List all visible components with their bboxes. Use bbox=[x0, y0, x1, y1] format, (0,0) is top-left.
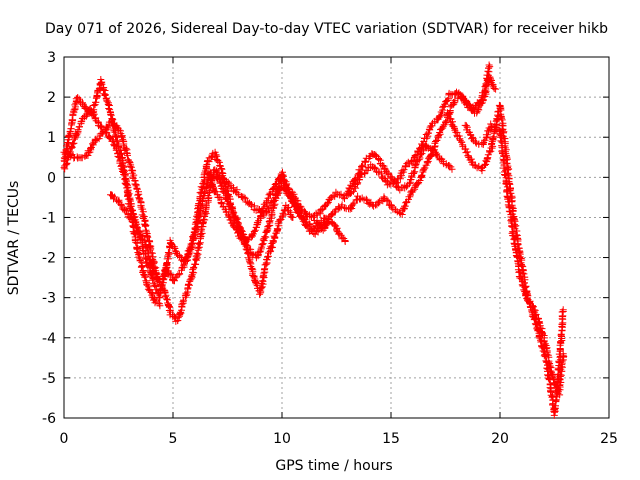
x-tick-label: 20 bbox=[491, 431, 509, 447]
plus-markers bbox=[107, 172, 303, 325]
y-tick-label: -1 bbox=[42, 210, 56, 226]
plus-markers bbox=[204, 169, 297, 298]
y-tick-label: -3 bbox=[42, 291, 56, 307]
y-tick-label: -6 bbox=[42, 411, 56, 427]
x-tick-label: 10 bbox=[273, 431, 291, 447]
y-tick-label: -4 bbox=[42, 331, 56, 347]
y-tick-label: 1 bbox=[47, 130, 56, 146]
x-tick-label: 0 bbox=[60, 431, 69, 447]
x-tick-labels: 0 5 10 15 20 25 bbox=[60, 431, 618, 447]
x-tick-label: 15 bbox=[382, 431, 400, 447]
y-axis-label: SDTVAR / TECUs bbox=[6, 181, 22, 296]
y-tick-label: -5 bbox=[42, 371, 56, 387]
y-tick-label: 0 bbox=[47, 170, 56, 186]
series-track bbox=[343, 141, 456, 197]
plus-markers bbox=[60, 116, 162, 286]
series-track bbox=[461, 120, 568, 399]
plus-markers bbox=[60, 105, 164, 302]
plus-markers bbox=[311, 73, 500, 234]
x-tick-label: 25 bbox=[600, 431, 618, 447]
series-track bbox=[311, 73, 500, 234]
y-tick-labels: -6 -5 -4 -3 -2 -1 0 1 2 3 bbox=[42, 50, 56, 427]
data-markers bbox=[60, 61, 568, 419]
series-track bbox=[289, 61, 494, 221]
x-axis-label: GPS time / hours bbox=[275, 458, 392, 474]
y-tick-label: -2 bbox=[42, 251, 56, 267]
axis-ticks bbox=[63, 56, 610, 419]
chart-title: Day 071 of 2026, Sidereal Day-to-day VTE… bbox=[45, 21, 608, 37]
y-tick-label: 2 bbox=[47, 90, 56, 106]
plot-frame bbox=[63, 56, 610, 419]
x-tick-label: 5 bbox=[169, 431, 178, 447]
plus-markers bbox=[343, 141, 456, 197]
series-track bbox=[60, 105, 164, 302]
series-track bbox=[107, 172, 303, 325]
series-track bbox=[60, 116, 162, 286]
series-track bbox=[204, 169, 297, 298]
y-tick-label: 3 bbox=[47, 50, 56, 66]
plus-markers bbox=[461, 120, 568, 399]
plus-markers bbox=[289, 61, 494, 221]
